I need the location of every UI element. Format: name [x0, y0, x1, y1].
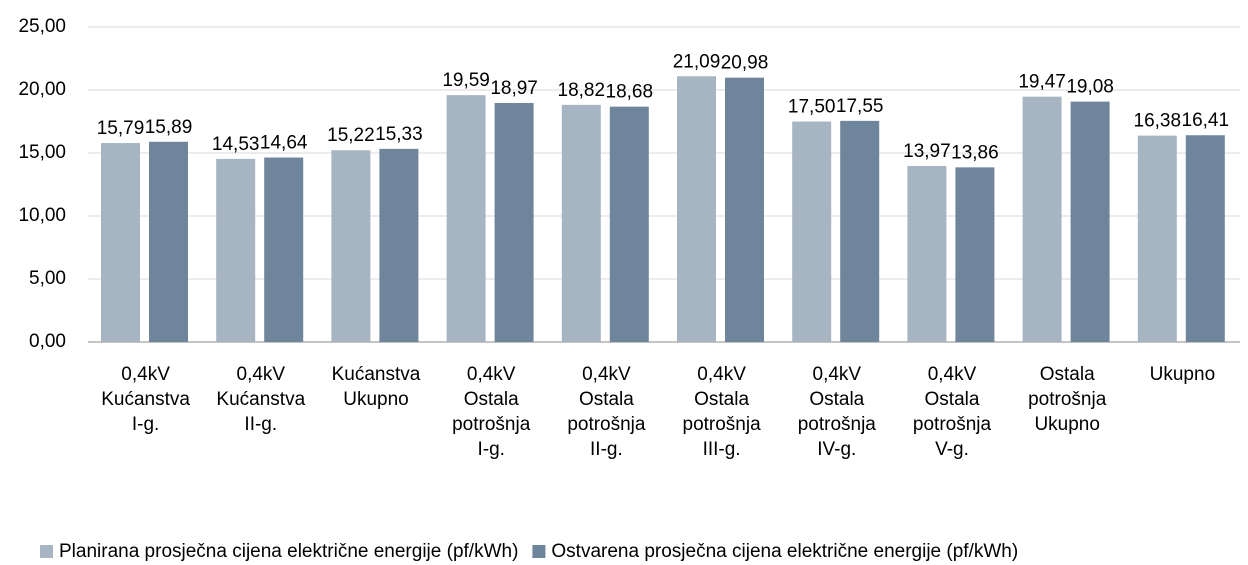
bar [216, 158, 256, 342]
value-label: 19,08 [1066, 77, 1114, 98]
value-label: 20,98 [721, 53, 769, 74]
x-tick-label: Ukupno [1150, 364, 1216, 385]
value-label: 18,97 [490, 78, 538, 99]
bar [446, 95, 486, 342]
x-tick-label: 0,4kV [582, 364, 631, 385]
bar [561, 104, 601, 342]
value-label: 21,09 [673, 51, 721, 72]
value-label: 19,47 [1018, 72, 1066, 93]
x-tick-label: 0,4kV [928, 364, 977, 385]
x-tick-label: Ostala [464, 389, 519, 410]
value-label: 19,59 [442, 70, 490, 91]
x-tick-label: potrošnja [1028, 389, 1107, 410]
bar [264, 157, 304, 342]
bar [792, 121, 832, 342]
bar [1070, 101, 1110, 342]
value-label: 17,55 [836, 96, 884, 117]
value-label: 15,22 [327, 125, 375, 146]
bar [101, 143, 140, 342]
x-tick-label: Ostala [809, 389, 864, 410]
x-tick-label: II-g. [244, 414, 277, 435]
bar [379, 148, 419, 342]
x-tick-label: 0,4kV [467, 364, 516, 385]
x-tick-label: potrošnja [567, 414, 646, 435]
x-tick-label: Kućanstva [101, 389, 190, 410]
bar [725, 77, 764, 342]
value-label: 13,97 [903, 141, 951, 162]
value-label: 17,50 [788, 97, 836, 118]
value-label: 15,79 [97, 118, 145, 139]
value-label: 18,82 [558, 80, 606, 101]
value-label: 16,38 [1134, 111, 1182, 132]
x-tick-label: V-g. [935, 439, 969, 460]
x-tick-label: Kućanstva [216, 389, 305, 410]
x-tick-label: 0,4kV [237, 364, 286, 385]
bar [1137, 135, 1177, 342]
x-tick-label: 0,4kV [697, 364, 746, 385]
bar [840, 120, 880, 343]
value-label: 14,53 [212, 134, 260, 155]
x-tick-label: 0,4kV [813, 364, 862, 385]
legend-label: Ostvarena prosječna cijena električne en… [551, 541, 1018, 562]
x-tick-label: I-g. [477, 439, 504, 460]
x-tick-label: Kućanstva [332, 364, 421, 385]
bar [609, 106, 649, 342]
value-label: 13,86 [951, 142, 999, 163]
value-label: 15,33 [375, 124, 423, 145]
bar [955, 167, 995, 342]
value-label: 15,89 [145, 117, 193, 138]
legend-label: Planirana prosječna cijena električne en… [59, 541, 518, 562]
x-tick-label: IV-g. [817, 439, 856, 460]
value-label: 14,64 [260, 133, 308, 154]
legend-swatch [532, 545, 546, 558]
x-tick-label: Ostala [579, 389, 634, 410]
x-tick-label: Ostala [925, 389, 980, 410]
y-tick-label: 0,00 [29, 331, 66, 352]
x-tick-label: Ostala [1040, 364, 1095, 385]
bar [494, 102, 534, 342]
bar [149, 141, 188, 342]
value-label: 16,41 [1182, 110, 1230, 131]
x-tick-label: I-g. [132, 414, 159, 435]
bar [1185, 135, 1225, 342]
x-tick-label: potrošnja [798, 414, 877, 435]
y-tick-label: 20,00 [18, 79, 66, 100]
x-tick-label: potrošnja [913, 414, 992, 435]
y-tick-label: 25,00 [18, 16, 66, 37]
value-label: 18,68 [606, 82, 654, 103]
bar [331, 150, 371, 342]
legend-swatch [40, 545, 53, 558]
y-tick-label: 10,00 [18, 205, 66, 226]
y-tick-label: 5,00 [29, 268, 66, 289]
x-tick-label: III-g. [703, 439, 741, 460]
bar [677, 76, 716, 343]
y-tick-label: 15,00 [18, 142, 66, 163]
x-tick-label: Ukupno [343, 389, 409, 410]
x-tick-label: Ukupno [1034, 414, 1100, 435]
x-tick-label: II-g. [590, 439, 623, 460]
bar [907, 165, 947, 342]
x-tick-label: potrošnja [452, 414, 531, 435]
x-tick-label: potrošnja [683, 414, 762, 435]
x-tick-label: Ostala [694, 389, 749, 410]
x-tick-label: 0,4kV [121, 364, 170, 385]
bar [1022, 96, 1062, 342]
